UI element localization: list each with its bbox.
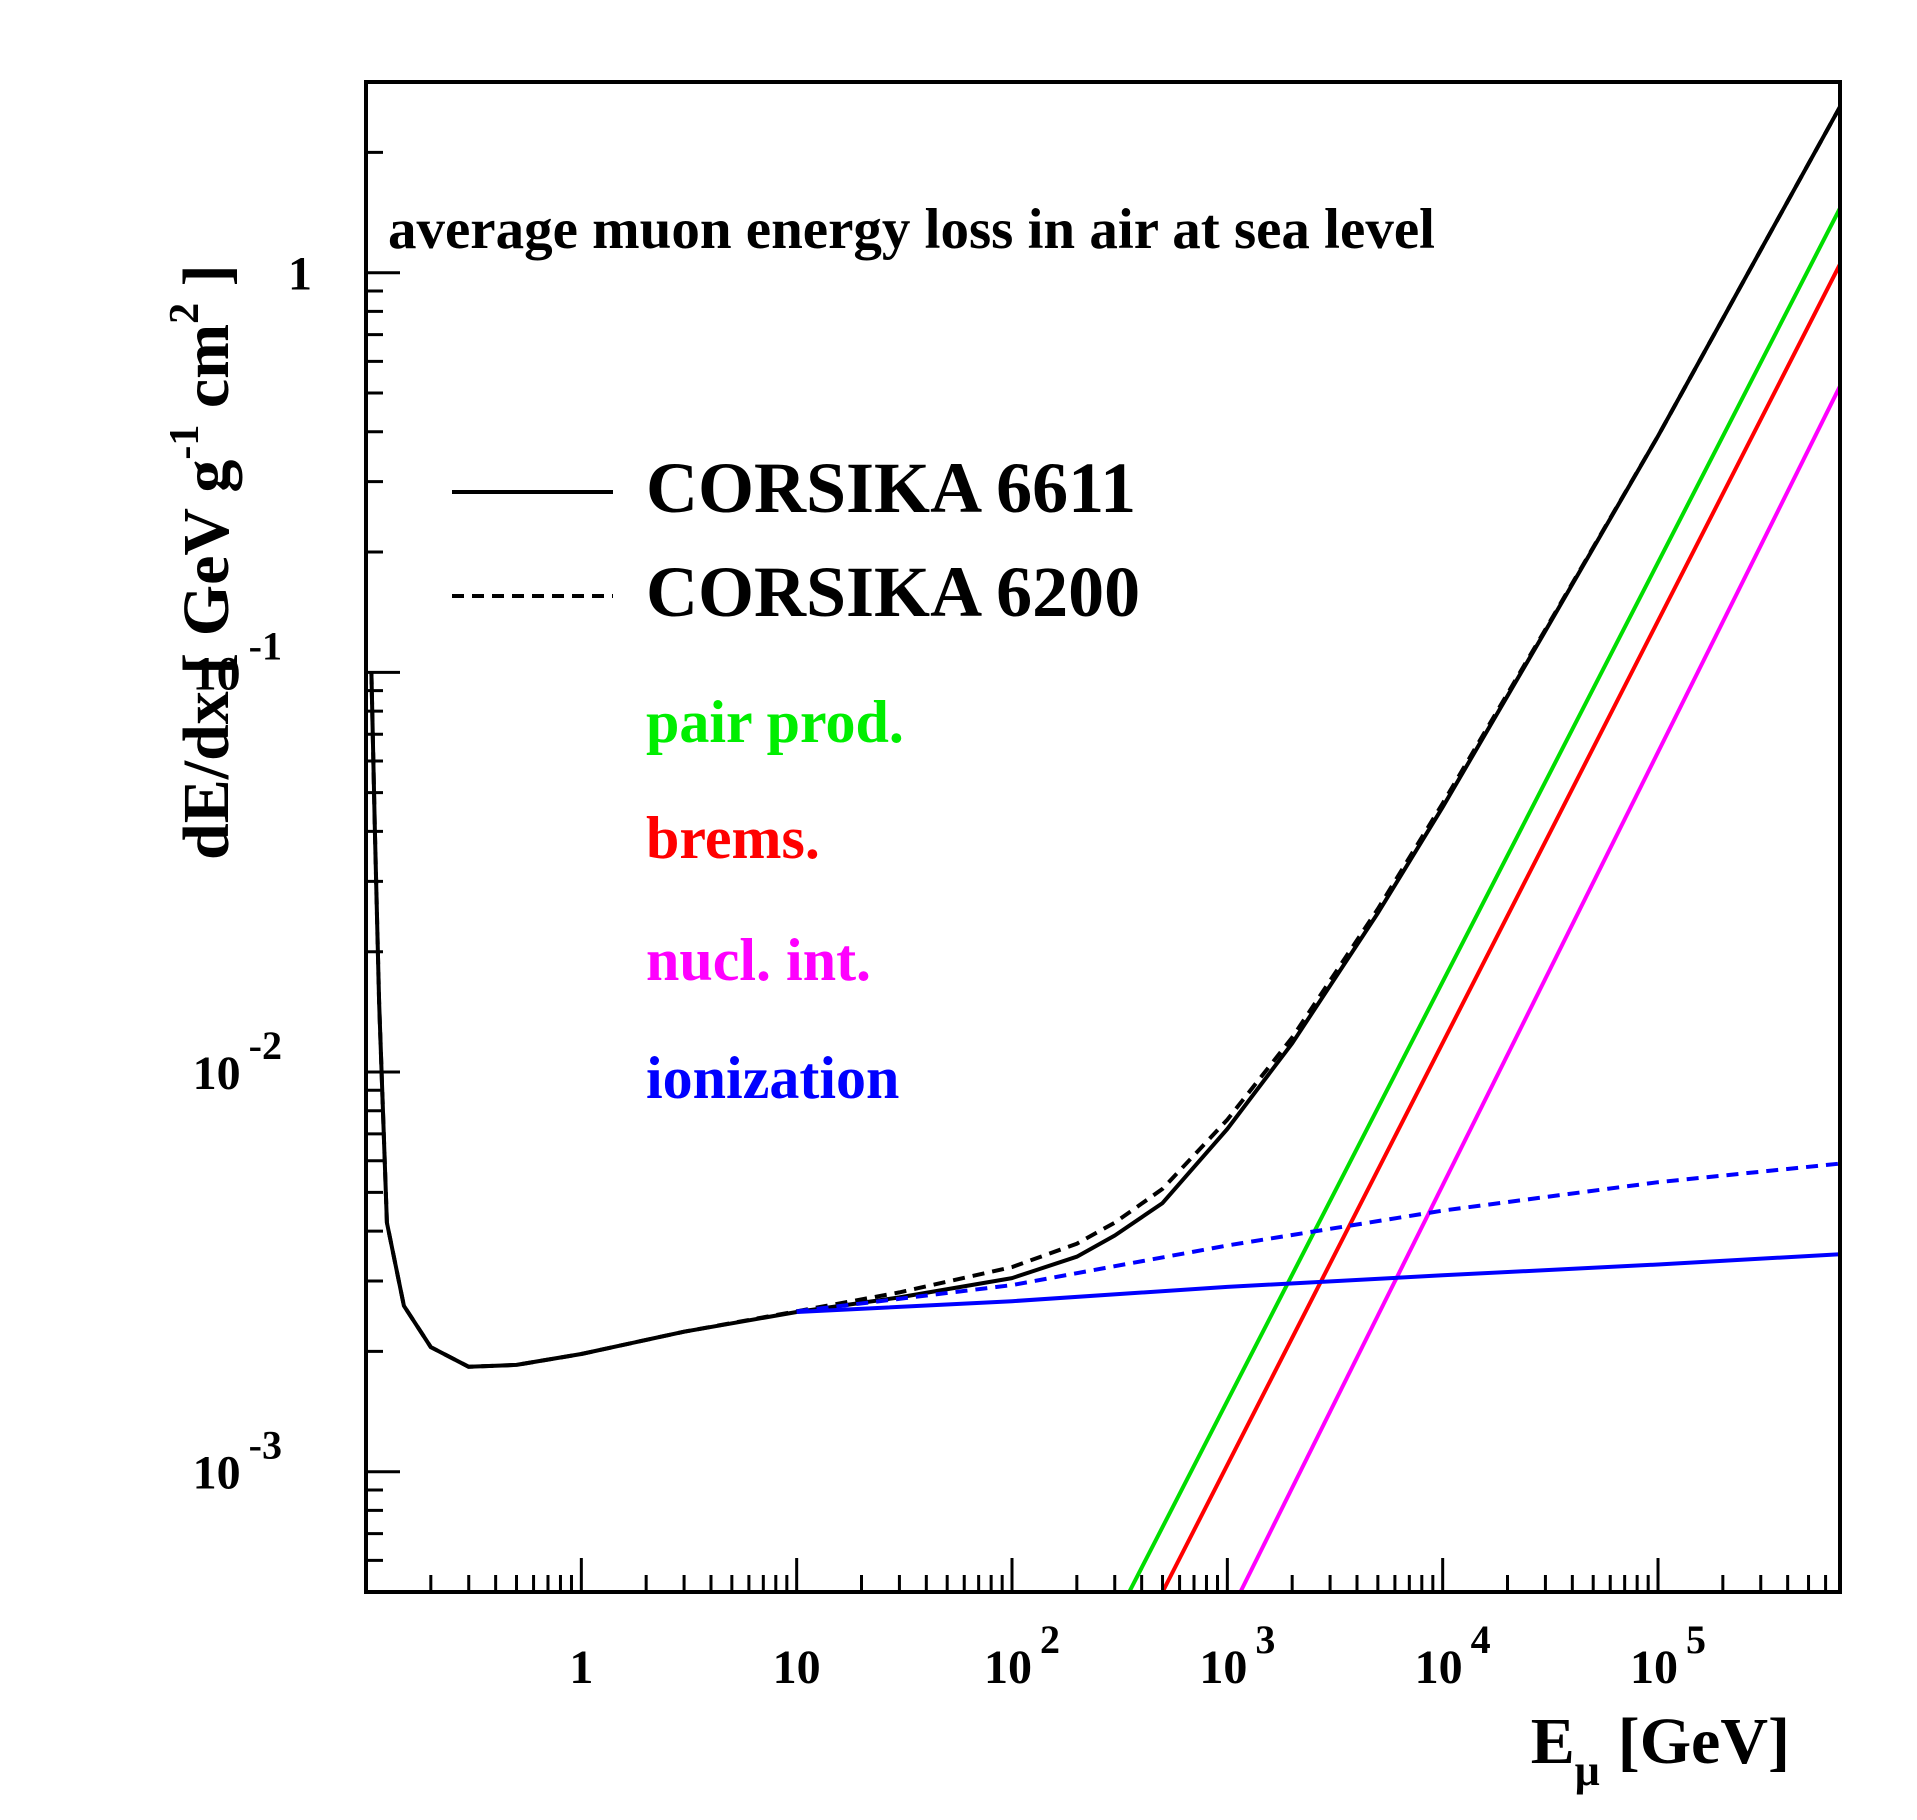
x-tick-label: 1 [569, 1641, 593, 1694]
y-axis-label: dE/dx [ GeV g-1 cm2 ] [162, 264, 243, 860]
y-axis-label-part: ] [170, 264, 243, 302]
y-axis-label-part: cm [170, 324, 243, 425]
chart-title: average muon energy loss in air at sea l… [388, 198, 1435, 261]
legend-label: CORSIKA 6200 [646, 552, 1140, 632]
y-tick-label: 1 [288, 248, 312, 301]
legend-label: brems. [646, 805, 820, 871]
legend-label: nucl. int. [646, 927, 871, 993]
y-axis-label-part: dE/dx [ GeV g [170, 460, 243, 860]
x-tick-label: 105 [1630, 1617, 1706, 1694]
series-layer [369, 105, 1840, 1592]
y-axis-label-exp: -1 [162, 425, 208, 460]
legend: CORSIKA 6611 CORSIKA 6200 pair prod. brems.… [452, 448, 1140, 1111]
x-tick-label: 102 [984, 1617, 1060, 1694]
series-line-brems [1160, 263, 1840, 1592]
x-axis-label-main: E [1531, 1705, 1575, 1778]
series-line-nucl-int [1238, 385, 1840, 1592]
series-line-ionization-dashed [796, 1161, 1840, 1314]
y-axis-label-exp: 2 [162, 303, 208, 324]
x-axis-label-unit: [GeV] [1618, 1705, 1790, 1778]
x-tick-label: 104 [1415, 1617, 1491, 1694]
tick-layer [364, 80, 1842, 1594]
x-axis-label-sub: μ [1575, 1746, 1600, 1795]
series-line-corsika-6200 [369, 105, 1840, 1369]
plot-frame [364, 80, 1842, 1594]
series-line-pair-prod [1127, 207, 1840, 1592]
legend-label: pair prod. [646, 689, 904, 755]
x-tick-label: 10 [773, 1641, 821, 1694]
x-axis-label: Eμ [GeV] [1531, 1705, 1790, 1795]
y-tick-label: 10-3 [193, 1423, 282, 1500]
legend-label: ionization [646, 1045, 899, 1111]
series-line-ionization [796, 1252, 1840, 1314]
y-tick-label: 10-2 [193, 1023, 282, 1100]
legend-label: CORSIKA 6611 [646, 448, 1136, 528]
x-tick-label: 103 [1199, 1617, 1275, 1694]
y-tick-label: 10-1 [193, 623, 282, 700]
tick-label-layer: 1 10 102 103 104 105 10-3 10-2 10-1 1 [193, 248, 1706, 1694]
